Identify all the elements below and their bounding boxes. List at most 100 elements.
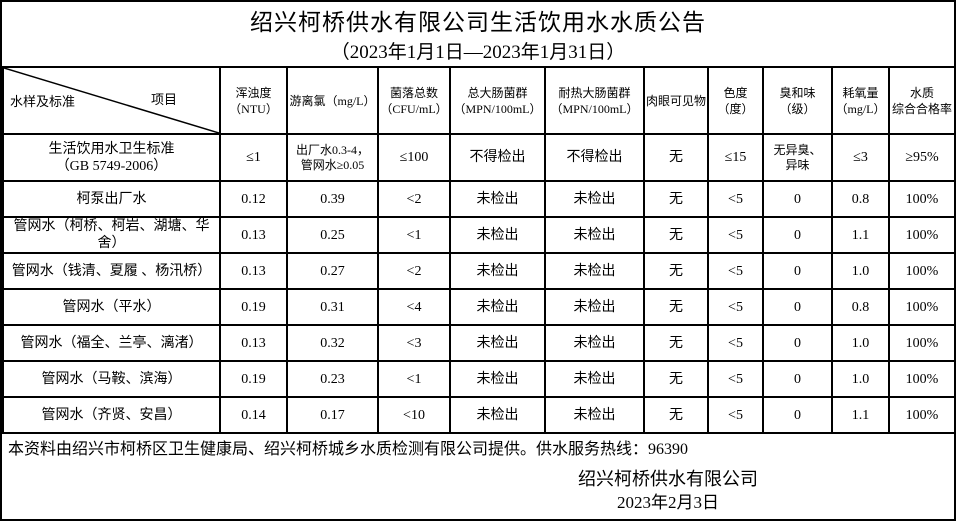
cell-free-chlorine: 0.32 xyxy=(286,324,379,362)
column-header-visible-matter: 肉眼可见物 xyxy=(643,66,709,135)
cell-free-chlorine: 0.31 xyxy=(286,288,379,326)
cell-heat-resistant-coliform: 不得检出 xyxy=(544,133,645,182)
cell-visible-matter: 无 xyxy=(643,396,709,434)
cell-total-coliform: 未检出 xyxy=(449,180,546,218)
cell-turbidity: 0.13 xyxy=(219,324,288,362)
cell-turbidity: 0.19 xyxy=(219,360,288,398)
column-header-colony-count: 菌落总数 （CFU/mL） xyxy=(377,66,451,135)
cell-odor-taste: 0 xyxy=(762,324,833,362)
cell-free-chlorine: 0.39 xyxy=(286,180,379,218)
cell-colony-count: <4 xyxy=(377,288,451,326)
cell-heat-resistant-coliform: 未检出 xyxy=(544,288,645,326)
cell-pass-rate: 100% xyxy=(888,288,954,326)
cell-total-coliform: 未检出 xyxy=(449,288,546,326)
column-header-free-chlorine: 游离氯（mg/L） xyxy=(286,66,379,135)
company-signature: 绍兴柯桥供水有限公司 xyxy=(578,469,758,489)
row-label: 管网水（柯桥、柯岩、湖塘、华舍） xyxy=(2,216,221,254)
table-row-pipe-keqiao: 管网水（柯桥、柯岩、湖塘、华舍） 0.13 0.25 <1 未检出 未检出 无 … xyxy=(2,216,954,254)
row-label: 管网水（齐贤、安昌） xyxy=(2,396,221,434)
column-header-pass-rate: 水质 综合合格率 xyxy=(888,66,954,135)
column-header-oxygen-consumption: 耗氧量 （mg/L） xyxy=(831,66,890,135)
cell-turbidity: 0.12 xyxy=(219,180,288,218)
table-row-pipe-maan: 管网水（马鞍、滨海） 0.19 0.23 <1 未检出 未检出 无 <5 0 1… xyxy=(2,360,954,398)
cell-oxygen-consumption: 1.0 xyxy=(831,252,890,290)
cell-colony-count: <2 xyxy=(377,252,451,290)
cell-visible-matter: 无 xyxy=(643,133,709,182)
cell-heat-resistant-coliform: 未检出 xyxy=(544,324,645,362)
cell-free-chlorine: 0.23 xyxy=(286,360,379,398)
cell-colony-count: <3 xyxy=(377,324,451,362)
cell-pass-rate: 100% xyxy=(888,216,954,254)
cell-oxygen-consumption: 0.8 xyxy=(831,180,890,218)
row-label: 生活饮用水卫生标准 （GB 5749-2006） xyxy=(2,133,221,182)
cell-chromaticity: <5 xyxy=(707,396,764,434)
corner-label-sample-standard: 水样及标准 xyxy=(10,94,76,109)
cell-turbidity: 0.19 xyxy=(219,288,288,326)
cell-total-coliform: 未检出 xyxy=(449,216,546,254)
cell-total-coliform: 不得检出 xyxy=(449,133,546,182)
cell-heat-resistant-coliform: 未检出 xyxy=(544,180,645,218)
corner-header-cell: 项目 水样及标准 xyxy=(2,66,221,135)
cell-odor-taste: 0 xyxy=(762,252,833,290)
cell-total-coliform: 未检出 xyxy=(449,360,546,398)
cell-free-chlorine: 0.17 xyxy=(286,396,379,434)
table-row-pipe-qianqing: 管网水（钱清、夏履 、杨汛桥） 0.13 0.27 <2 未检出 未检出 无 <… xyxy=(2,252,954,290)
row-label: 管网水（马鞍、滨海） xyxy=(2,360,221,398)
column-header-total-coliform: 总大肠菌群 （MPN/100mL） xyxy=(449,66,546,135)
cell-total-coliform: 未检出 xyxy=(449,252,546,290)
cell-pass-rate: 100% xyxy=(888,324,954,362)
column-header-heat-resistant-coliform: 耐热大肠菌群 （MPN/100mL） xyxy=(544,66,645,135)
cell-oxygen-consumption: ≤3 xyxy=(831,133,890,182)
cell-pass-rate: 100% xyxy=(888,360,954,398)
cell-total-coliform: 未检出 xyxy=(449,396,546,434)
header-row: 项目 水样及标准 浑浊度 （NTU） 游离氯（mg/L） 菌落总数 （CFU/m… xyxy=(2,66,954,135)
cell-chromaticity: <5 xyxy=(707,252,764,290)
cell-visible-matter: 无 xyxy=(643,252,709,290)
cell-heat-resistant-coliform: 未检出 xyxy=(544,216,645,254)
cell-chromaticity: <5 xyxy=(707,360,764,398)
cell-free-chlorine: 0.25 xyxy=(286,216,379,254)
cell-oxygen-consumption: 1.1 xyxy=(831,396,890,434)
cell-odor-taste: 0 xyxy=(762,180,833,218)
footer-note: 本资料由绍兴市柯桥区卫生健康局、绍兴柯桥城乡水质检测有限公司提供。供水服务热线：… xyxy=(8,441,689,458)
title-block: 绍兴柯桥供水有限公司生活饮用水水质公告 （2023年1月1日—2023年1月31… xyxy=(2,2,954,66)
page-subtitle: （2023年1月1日—2023年1月31日） xyxy=(330,42,626,63)
cell-chromaticity: <5 xyxy=(707,180,764,218)
cell-chromaticity: <5 xyxy=(707,288,764,326)
cell-oxygen-consumption: 1.0 xyxy=(831,324,890,362)
column-header-odor-taste: 臭和味 （级） xyxy=(762,66,833,135)
cell-visible-matter: 无 xyxy=(643,324,709,362)
cell-chromaticity: <5 xyxy=(707,216,764,254)
row-label: 管网水（钱清、夏履 、杨汛桥） xyxy=(2,252,221,290)
cell-visible-matter: 无 xyxy=(643,180,709,218)
corner-label-item: 项目 xyxy=(150,92,177,107)
cell-visible-matter: 无 xyxy=(643,216,709,254)
cell-visible-matter: 无 xyxy=(643,360,709,398)
footer-block: 本资料由绍兴市柯桥区卫生健康局、绍兴柯桥城乡水质检测有限公司提供。供水服务热线：… xyxy=(2,434,954,514)
cell-pass-rate: 100% xyxy=(888,252,954,290)
page-title: 绍兴柯桥供水有限公司生活饮用水水质公告 xyxy=(250,10,706,35)
table-row-factory-water: 柯泵出厂水 0.12 0.39 <2 未检出 未检出 无 <5 0 0.8 10… xyxy=(2,180,954,218)
cell-turbidity: 0.13 xyxy=(219,252,288,290)
cell-free-chlorine: 0.27 xyxy=(286,252,379,290)
cell-oxygen-consumption: 0.8 xyxy=(831,288,890,326)
cell-total-coliform: 未检出 xyxy=(449,324,546,362)
cell-odor-taste: 0 xyxy=(762,288,833,326)
cell-colony-count: <1 xyxy=(377,360,451,398)
cell-odor-taste: 无异臭、 异味 xyxy=(762,133,833,182)
signature-block: 绍兴柯桥供水有限公司 2023年2月3日 xyxy=(578,467,758,514)
cell-turbidity: ≤1 xyxy=(219,133,288,182)
table-row-standard: 生活饮用水卫生标准 （GB 5749-2006） ≤1 出厂水0.3-4， 管网… xyxy=(2,133,954,182)
cell-colony-count: <10 xyxy=(377,396,451,434)
water-quality-table: 项目 水样及标准 浑浊度 （NTU） 游离氯（mg/L） 菌落总数 （CFU/m… xyxy=(2,66,954,434)
cell-odor-taste: 0 xyxy=(762,216,833,254)
cell-oxygen-consumption: 1.1 xyxy=(831,216,890,254)
row-label: 柯泵出厂水 xyxy=(2,180,221,218)
column-header-chromaticity: 色度 （度） xyxy=(707,66,764,135)
cell-pass-rate: 100% xyxy=(888,180,954,218)
cell-turbidity: 0.13 xyxy=(219,216,288,254)
cell-colony-count: <1 xyxy=(377,216,451,254)
cell-odor-taste: 0 xyxy=(762,396,833,434)
table-row-pipe-pingshui: 管网水（平水） 0.19 0.31 <4 未检出 未检出 无 <5 0 0.8 … xyxy=(2,288,954,326)
cell-turbidity: 0.14 xyxy=(219,396,288,434)
